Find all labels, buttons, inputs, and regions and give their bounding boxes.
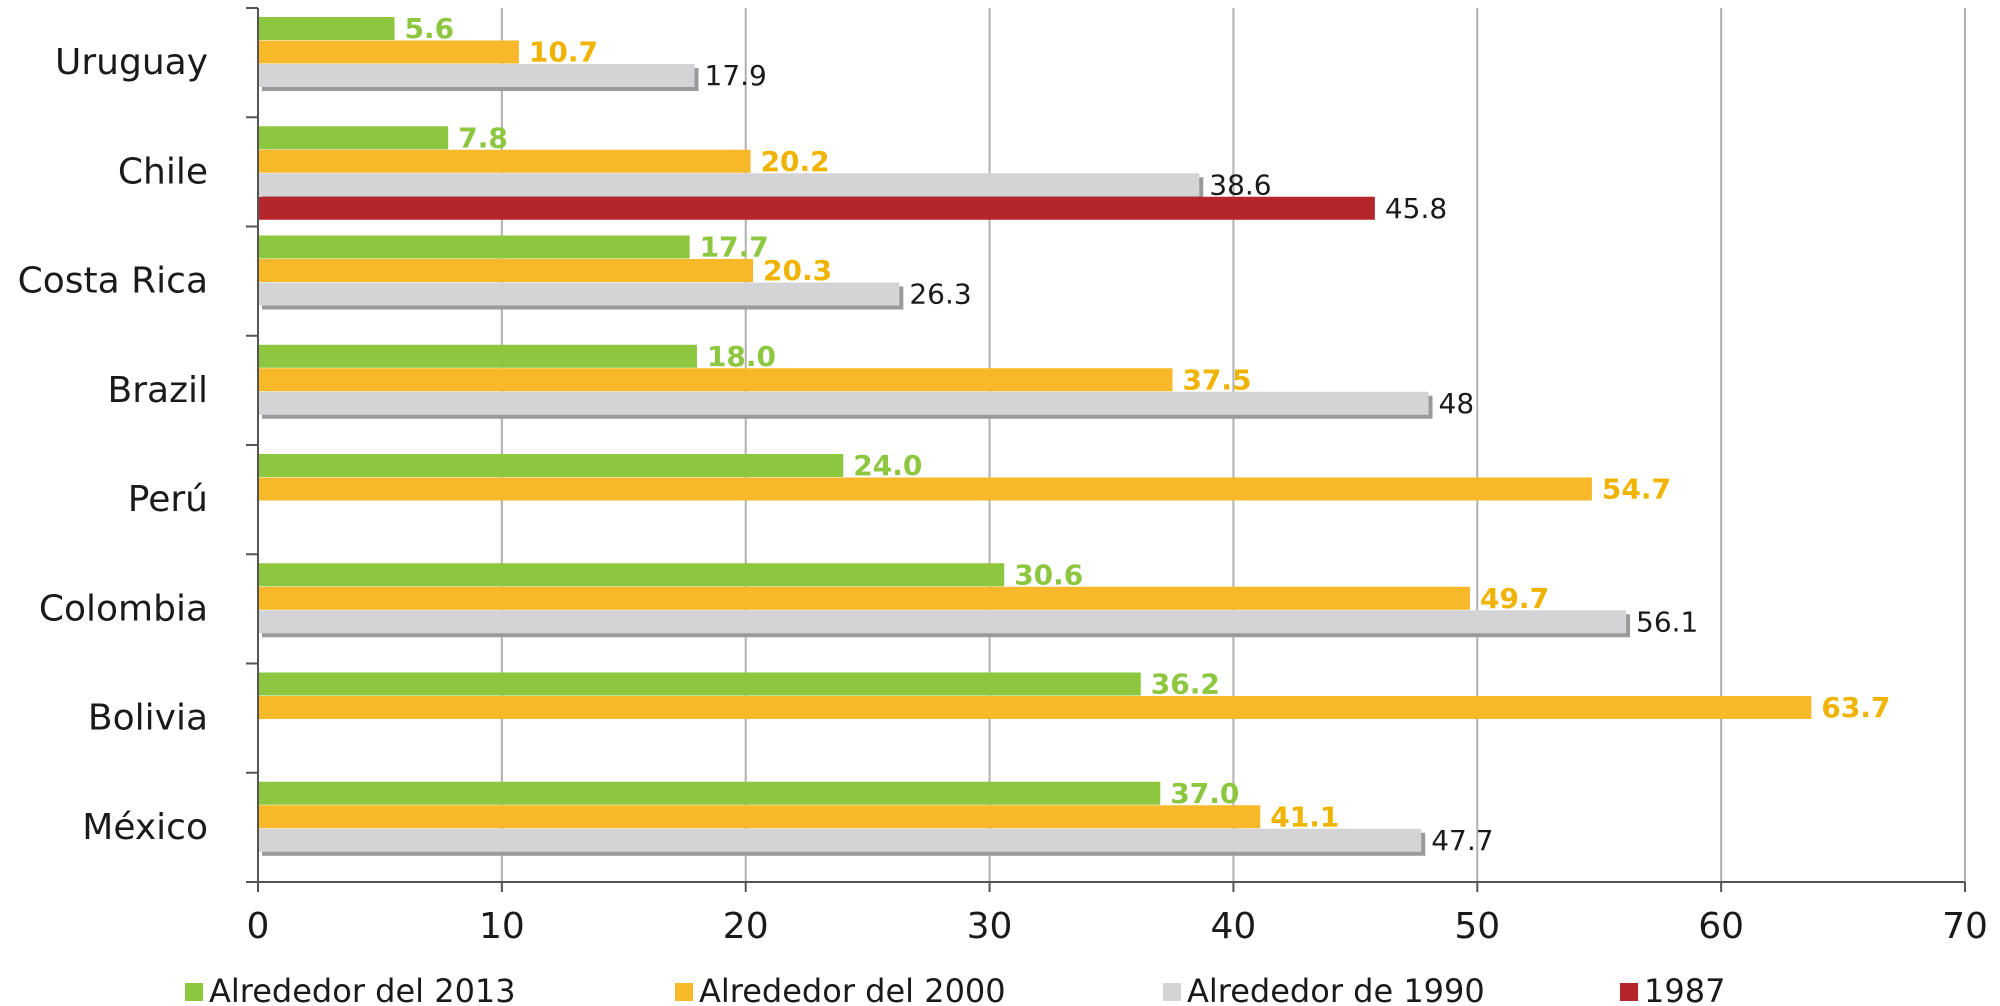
data-label: 17.7	[700, 231, 769, 264]
x-tick-label: 10	[479, 906, 525, 947]
bar	[258, 64, 695, 87]
data-label: 63.7	[1821, 691, 1890, 724]
axis-layer: 0 10 20 30 40 50 60 70	[246, 7, 1988, 947]
bar	[258, 610, 1627, 634]
bar	[258, 126, 449, 150]
bar	[258, 696, 1812, 719]
data-label: 54.7	[1602, 473, 1671, 506]
bar	[258, 259, 754, 282]
bar	[258, 344, 697, 368]
grid-layer	[500, 8, 1966, 882]
bar	[258, 454, 844, 477]
legend-swatch	[1620, 983, 1638, 1001]
bar	[258, 563, 1005, 587]
data-label: 48	[1439, 387, 1475, 420]
legend: Alrededor del 2013 Alrededor del 2000 Alre…	[185, 972, 1725, 1006]
data-label: 30.6	[1014, 558, 1083, 591]
bar	[258, 368, 1173, 392]
legend-entry: Alrededor del 2013	[209, 972, 516, 1006]
data-label: 20.3	[763, 254, 832, 287]
x-tick-label: 20	[723, 906, 769, 947]
bar	[258, 235, 690, 259]
category-label: Bolivia	[88, 698, 208, 739]
bar	[258, 391, 1429, 415]
data-label: 7.8	[458, 121, 508, 154]
data-label: 56.1	[1636, 605, 1698, 638]
category-label: México	[82, 807, 208, 848]
x-tick-label: 70	[1942, 906, 1988, 947]
data-label: 36.2	[1151, 668, 1220, 701]
bar	[258, 805, 1261, 829]
bar	[258, 149, 751, 173]
bar	[258, 828, 1422, 852]
data-label: 24.0	[853, 449, 922, 482]
label-layer: Uruguay Chile Costa Rica Brazil Perú Colombia…	[18, 12, 1891, 857]
data-label: 26.3	[909, 278, 971, 311]
data-label: 49.7	[1480, 582, 1549, 615]
legend-swatch	[675, 983, 693, 1001]
legend-entry: Alrededor de 1990	[1187, 972, 1485, 1006]
x-tick-label: 30	[967, 906, 1013, 947]
data-label: 38.6	[1209, 168, 1271, 201]
legend-entry: Alrededor del 2000	[699, 972, 1006, 1006]
bar	[258, 672, 1141, 696]
data-label: 41.1	[1270, 800, 1339, 833]
data-label: 45.8	[1385, 192, 1447, 225]
bar	[258, 781, 1161, 805]
category-label: Brazil	[108, 370, 208, 411]
data-label: 10.7	[529, 36, 598, 69]
data-label: 37.5	[1182, 363, 1251, 396]
data-label: 5.6	[405, 12, 455, 45]
data-label: 18.0	[707, 340, 776, 373]
bar	[258, 477, 1592, 501]
legend-entry: 1987	[1644, 972, 1725, 1006]
x-tick-label: 0	[247, 906, 270, 947]
x-tick-label: 60	[1698, 906, 1744, 947]
bar	[258, 40, 519, 64]
data-label: 17.9	[705, 59, 767, 92]
category-label: Uruguay	[55, 42, 208, 83]
category-label: Colombia	[39, 588, 208, 629]
legend-swatch	[1163, 983, 1181, 1001]
bar	[258, 17, 395, 40]
category-label: Chile	[118, 151, 208, 192]
bar	[258, 586, 1470, 610]
bar	[258, 196, 1375, 220]
bar-layer	[258, 17, 1812, 856]
category-label: Costa Rica	[18, 261, 208, 302]
data-label: 20.2	[761, 145, 830, 178]
x-tick-label: 50	[1454, 906, 1500, 947]
data-label: 37.0	[1170, 777, 1239, 810]
x-tick-label: 40	[1211, 906, 1257, 947]
bar	[258, 173, 1200, 197]
data-label: 47.7	[1431, 824, 1493, 857]
category-label: Perú	[128, 479, 208, 520]
bar	[258, 282, 900, 306]
legend-swatch	[185, 983, 203, 1001]
